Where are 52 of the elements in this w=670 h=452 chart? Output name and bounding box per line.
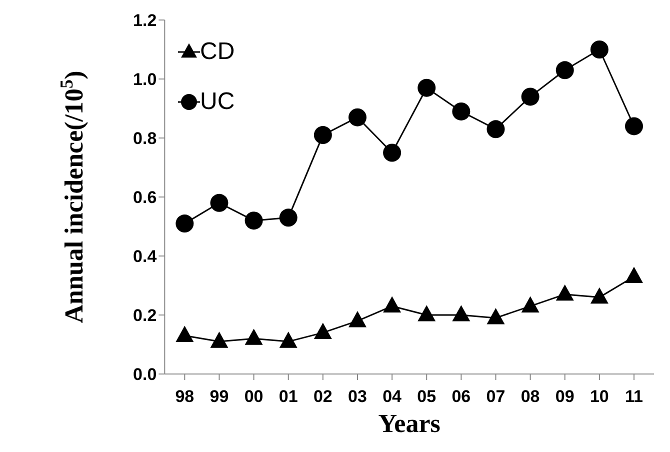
y-tick-label: 1.0 [133, 70, 157, 90]
point [383, 144, 402, 162]
x-tick-label: 98 [175, 387, 194, 406]
point [418, 78, 436, 97]
point [383, 296, 402, 312]
point [176, 326, 194, 342]
x-tick-label: 00 [244, 387, 264, 406]
point [244, 212, 263, 230]
point [556, 61, 574, 80]
x-tick-label: 04 [382, 387, 402, 406]
point [625, 266, 643, 283]
point [279, 208, 298, 227]
y-tick-label: 0.6 [133, 188, 157, 208]
point [314, 126, 332, 144]
point [348, 108, 366, 126]
y-tick-label: 0.0 [133, 365, 157, 384]
point [244, 328, 263, 345]
point [590, 287, 608, 304]
point [486, 308, 505, 324]
point [279, 332, 298, 348]
x-tick-label: 02 [313, 387, 332, 406]
point [486, 120, 505, 138]
point [452, 102, 470, 120]
x-tick-label: 03 [348, 387, 367, 406]
x-axis-title: Years [378, 409, 440, 438]
point [210, 332, 228, 348]
point [625, 117, 643, 136]
point [556, 284, 574, 301]
y-tick-label: 1.2 [133, 11, 157, 30]
y-tick-label: 0.4 [133, 247, 158, 266]
x-tick-label: 01 [278, 387, 298, 406]
point [210, 194, 228, 212]
point [176, 214, 194, 233]
point [521, 88, 540, 106]
point [521, 296, 540, 312]
x-tick-label: 06 [452, 387, 471, 406]
legend-label: CD [200, 38, 235, 66]
point [418, 305, 436, 322]
legend-label: UC [200, 88, 235, 116]
point [452, 305, 470, 322]
x-tick-label: 99 [210, 387, 229, 406]
x-tick-label: 10 [590, 387, 609, 406]
x-tick-label: 05 [417, 387, 436, 406]
point [590, 40, 608, 58]
y-tick-label: 0.2 [133, 306, 157, 326]
x-tick-label: 07 [486, 387, 506, 406]
x-tick-label: 09 [555, 387, 574, 406]
point [314, 322, 332, 339]
x-tick-label: 08 [520, 387, 540, 406]
x-tick-label: 11 [625, 387, 643, 406]
point [348, 311, 366, 328]
y-tick-label: 0.8 [133, 129, 157, 148]
